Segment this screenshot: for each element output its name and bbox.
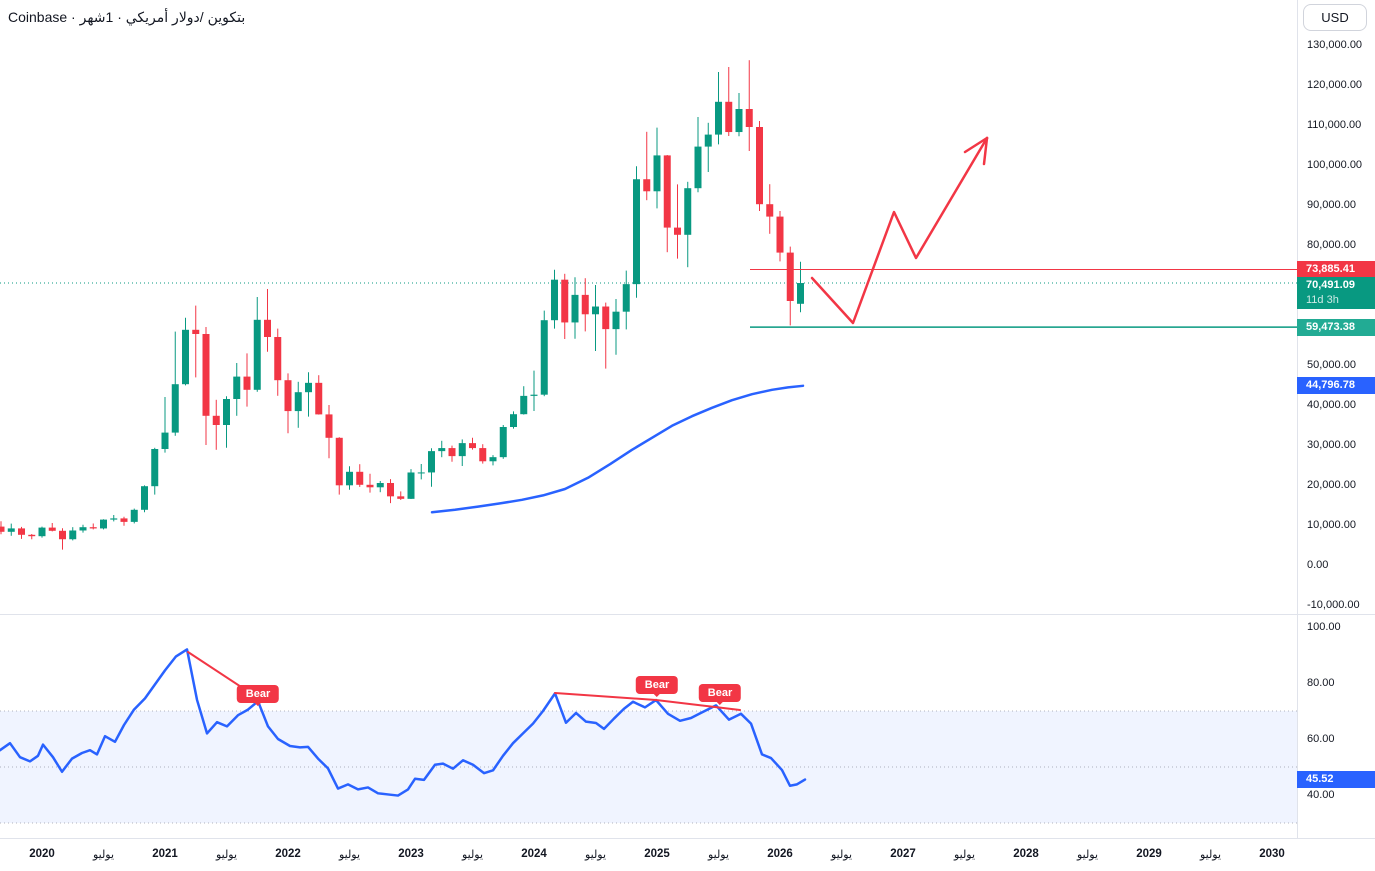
candlestick-series[interactable] bbox=[0, 60, 804, 550]
time-label-month: يوليو bbox=[92, 849, 115, 861]
time-label-year: 2025 bbox=[644, 848, 670, 860]
symbol-title[interactable]: بتكوين /دولار أمريكي · 1شهر · Coinbase bbox=[8, 9, 246, 25]
axis-label: 130,000.00 bbox=[1307, 39, 1363, 51]
axis-label: 50,000.00 bbox=[1307, 359, 1356, 371]
time-label-month: يوليو bbox=[215, 849, 238, 861]
time-label-month: يوليو bbox=[707, 849, 730, 861]
axis-label: 80,000.00 bbox=[1307, 239, 1356, 251]
time-label-year: 2027 bbox=[890, 848, 916, 860]
time-label-year: 2030 bbox=[1259, 848, 1285, 860]
price-badge: 73,885.41 bbox=[1297, 260, 1375, 278]
price-badge: 70,491.09 11d 3h bbox=[1297, 277, 1375, 310]
price-axis[interactable]: 130,000.00 120,000.00 110,000.00 100,000.00… bbox=[1297, 0, 1375, 838]
ma-line[interactable] bbox=[430, 384, 805, 514]
time-label-month: يوليو bbox=[338, 849, 361, 861]
rsi-band bbox=[0, 710, 1297, 824]
axis-label: 20,000.00 bbox=[1307, 479, 1356, 491]
time-label-month: يوليو bbox=[953, 849, 976, 861]
axis-label: 40,000.00 bbox=[1307, 399, 1356, 411]
currency-toggle-button[interactable]: USD bbox=[1303, 4, 1367, 31]
bear-label-badge[interactable]: Bear bbox=[236, 685, 280, 706]
axis-label: 120,000.00 bbox=[1307, 79, 1363, 91]
axis-label: 0.00 bbox=[1307, 559, 1329, 571]
time-label-month: يوليو bbox=[461, 849, 484, 861]
time-label-month: يوليو bbox=[1076, 849, 1099, 861]
price-axis-separator bbox=[1297, 0, 1298, 838]
time-label-year: 2024 bbox=[521, 848, 547, 860]
bear-label-badge[interactable]: Bear bbox=[635, 676, 679, 697]
time-label-month: يوليو bbox=[830, 849, 853, 861]
time-label-year: 2029 bbox=[1136, 848, 1162, 860]
time-label-year: 2023 bbox=[398, 848, 424, 860]
axis-label: 90,000.00 bbox=[1307, 199, 1356, 211]
axis-label: -10,000.00 bbox=[1307, 599, 1360, 611]
time-label-year: 2028 bbox=[1013, 848, 1039, 860]
rsi-line[interactable] bbox=[0, 648, 807, 797]
price-badge: 44,796.78 bbox=[1297, 377, 1375, 395]
price-badge: 45.52 bbox=[1297, 771, 1375, 789]
bear-label-badge[interactable]: Bear bbox=[698, 684, 742, 705]
chart-canvas[interactable] bbox=[0, 0, 1297, 838]
price-badge: 59,473.38 bbox=[1297, 318, 1375, 336]
time-label-year: 2022 bbox=[275, 848, 301, 860]
axis-label: 10,000.00 bbox=[1307, 519, 1356, 531]
axis-label: 100.00 bbox=[1307, 621, 1341, 633]
time-label-month: يوليو bbox=[1199, 849, 1222, 861]
time-axis[interactable]: 2020 يوليو 2021 يوليو 2022 يوليو 2023 يوليو 2024… bbox=[0, 838, 1375, 871]
time-label-month: يوليو bbox=[584, 849, 607, 861]
axis-label: 60.00 bbox=[1307, 733, 1335, 745]
trend-arrow-drawing[interactable] bbox=[810, 136, 989, 325]
time-label-year: 2026 bbox=[767, 848, 793, 860]
time-axis-separator bbox=[0, 838, 1375, 839]
pane-separator[interactable] bbox=[0, 614, 1375, 615]
axis-label: 30,000.00 bbox=[1307, 439, 1356, 451]
axis-label: 110,000.00 bbox=[1307, 119, 1362, 131]
time-label-year: 2020 bbox=[29, 848, 55, 860]
axis-label: 80.00 bbox=[1307, 677, 1335, 689]
axis-label: 40.00 bbox=[1307, 789, 1335, 801]
axis-label: 100,000.00 bbox=[1307, 159, 1363, 171]
time-label-year: 2021 bbox=[152, 848, 178, 860]
